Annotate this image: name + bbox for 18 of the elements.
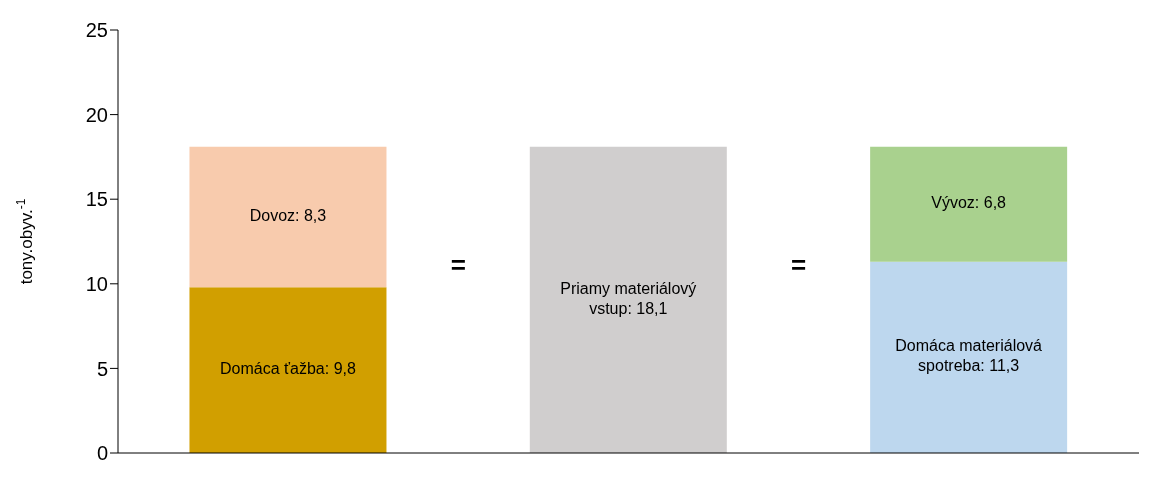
data-label: Domáca ťažba: 9,8 [220, 360, 356, 378]
annotation: = [790, 249, 808, 280]
y-tick-label: 15 [85, 188, 108, 211]
y-tick-label: 0 [96, 442, 108, 465]
data-label: Priamy materiálový vstup: 18,1 [560, 280, 697, 318]
data-label: Dovoz: 8,3 [249, 207, 327, 225]
data-label: Vývoz: 6,8 [931, 194, 1007, 212]
y-tick-label: 20 [85, 103, 108, 126]
y-tick-label: 25 [85, 19, 108, 42]
bar [870, 146, 1068, 262]
annotation: = [449, 249, 467, 280]
bar [529, 146, 727, 453]
bar [189, 146, 387, 288]
bar [189, 287, 387, 453]
y-tick-label: 5 [96, 357, 108, 380]
bar [870, 261, 1068, 453]
y-tick-label: 10 [85, 272, 108, 295]
data-label: Domáca materiálová spotreba: 11,3 [895, 337, 1043, 375]
